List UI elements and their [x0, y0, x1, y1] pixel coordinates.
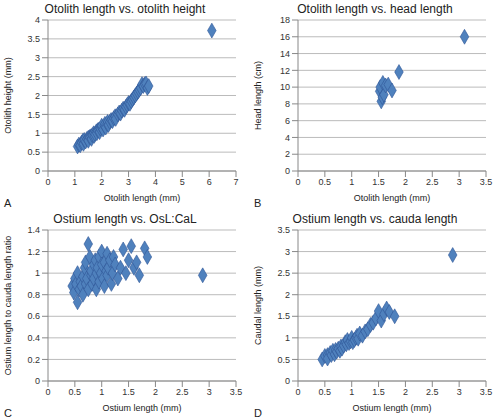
svg-text:4: 4 [35, 15, 40, 25]
svg-text:0.5: 0.5 [319, 177, 332, 187]
svg-text:5: 5 [180, 177, 185, 187]
svg-text:Otolith length (mm): Otolith length (mm) [354, 193, 431, 203]
svg-text:1: 1 [285, 333, 290, 343]
svg-text:0: 0 [45, 177, 50, 187]
svg-text:3.5: 3.5 [277, 225, 290, 235]
svg-text:6: 6 [285, 116, 290, 126]
svg-text:10: 10 [280, 82, 290, 92]
svg-text:3: 3 [457, 387, 462, 397]
svg-text:1.5: 1.5 [277, 311, 290, 321]
svg-text:0: 0 [295, 387, 300, 397]
svg-text:8: 8 [285, 99, 290, 109]
svg-text:4: 4 [153, 177, 158, 187]
html-text:Otolith length vs. head length: Otolith length vs. head length [297, 2, 453, 16]
svg-text:0.8: 0.8 [27, 290, 40, 300]
svg-text:2.5: 2.5 [176, 387, 189, 397]
svg-text:1: 1 [35, 268, 40, 278]
svg-text:Ostium length (mm): Ostium length (mm) [102, 403, 181, 413]
svg-text:3.5: 3.5 [27, 34, 40, 44]
svg-text:12: 12 [280, 66, 290, 76]
svg-text:3: 3 [35, 53, 40, 63]
html-text:A: A [4, 197, 12, 209]
svg-text:1: 1 [72, 177, 77, 187]
html-text:Ostium length vs. cauda length: Ostium length vs. cauda length [292, 212, 458, 226]
svg-text:1.2: 1.2 [27, 247, 40, 257]
svg-text:1.5: 1.5 [27, 110, 40, 120]
svg-text:1: 1 [349, 387, 354, 397]
html-text:C: C [4, 407, 12, 419]
svg-text:2: 2 [403, 387, 408, 397]
svg-text:3.5: 3.5 [230, 387, 243, 397]
svg-text:0.5: 0.5 [319, 387, 332, 397]
svg-text:16: 16 [280, 32, 290, 42]
html-text:D: D [254, 407, 262, 419]
svg-text:6: 6 [207, 177, 212, 187]
svg-text:2.5: 2.5 [277, 268, 290, 278]
svg-text:1.4: 1.4 [27, 225, 40, 235]
svg-text:0: 0 [295, 177, 300, 187]
svg-text:1: 1 [99, 387, 104, 397]
svg-text:Ostium length (mm): Ostium length (mm) [352, 403, 431, 413]
svg-text:3: 3 [207, 387, 212, 397]
svg-text:1.5: 1.5 [372, 387, 385, 397]
svg-text:14: 14 [280, 49, 290, 59]
svg-text:2.5: 2.5 [426, 387, 439, 397]
svg-text:0: 0 [285, 376, 290, 386]
svg-text:3: 3 [126, 177, 131, 187]
svg-text:Otolith length (mm): Otolith length (mm) [104, 193, 181, 203]
svg-text:0.5: 0.5 [277, 355, 290, 365]
svg-text:0: 0 [35, 376, 40, 386]
svg-text:3.5: 3.5 [480, 177, 492, 187]
svg-text:1.5: 1.5 [122, 387, 135, 397]
svg-text:0.6: 0.6 [27, 311, 40, 321]
svg-text:2.5: 2.5 [426, 177, 439, 187]
svg-text:3.5: 3.5 [480, 387, 492, 397]
svg-text:0.5: 0.5 [27, 147, 40, 157]
html-text:Ostium length vs. OsL:CaL: Ostium length vs. OsL:CaL [53, 212, 197, 226]
svg-text:2: 2 [35, 91, 40, 101]
svg-text:4: 4 [285, 133, 290, 143]
html-text:B: B [254, 197, 262, 209]
svg-text:0: 0 [45, 387, 50, 397]
svg-text:0.4: 0.4 [27, 333, 40, 343]
svg-text:2: 2 [285, 149, 290, 159]
svg-text:0: 0 [285, 166, 290, 176]
svg-text:Caudal length (mm): Caudal length (mm) [253, 266, 263, 345]
svg-text:1: 1 [35, 128, 40, 138]
svg-text:18: 18 [280, 15, 290, 25]
svg-text:7: 7 [233, 177, 238, 187]
svg-text:Otolith height (mm): Otolith height (mm) [8, 57, 13, 134]
svg-text:3: 3 [457, 177, 462, 187]
svg-text:2: 2 [99, 177, 104, 187]
svg-text:2: 2 [403, 177, 408, 187]
svg-text:2: 2 [153, 387, 158, 397]
html-text:Otolith length vs. otolith hei: Otolith length vs. otolith height [44, 2, 206, 16]
svg-text:1.5: 1.5 [372, 177, 385, 187]
svg-text:0.5: 0.5 [69, 387, 82, 397]
svg-text:2.5: 2.5 [27, 72, 40, 82]
svg-text:0.2: 0.2 [27, 355, 40, 365]
svg-text:1: 1 [349, 177, 354, 187]
svg-text:0: 0 [35, 166, 40, 176]
svg-text:Ostium length to cauda length: Ostium length to cauda length ratio [8, 236, 13, 376]
svg-text:2: 2 [285, 290, 290, 300]
svg-text:Head length (cm): Head length (cm) [253, 61, 263, 130]
svg-text:3: 3 [285, 247, 290, 257]
